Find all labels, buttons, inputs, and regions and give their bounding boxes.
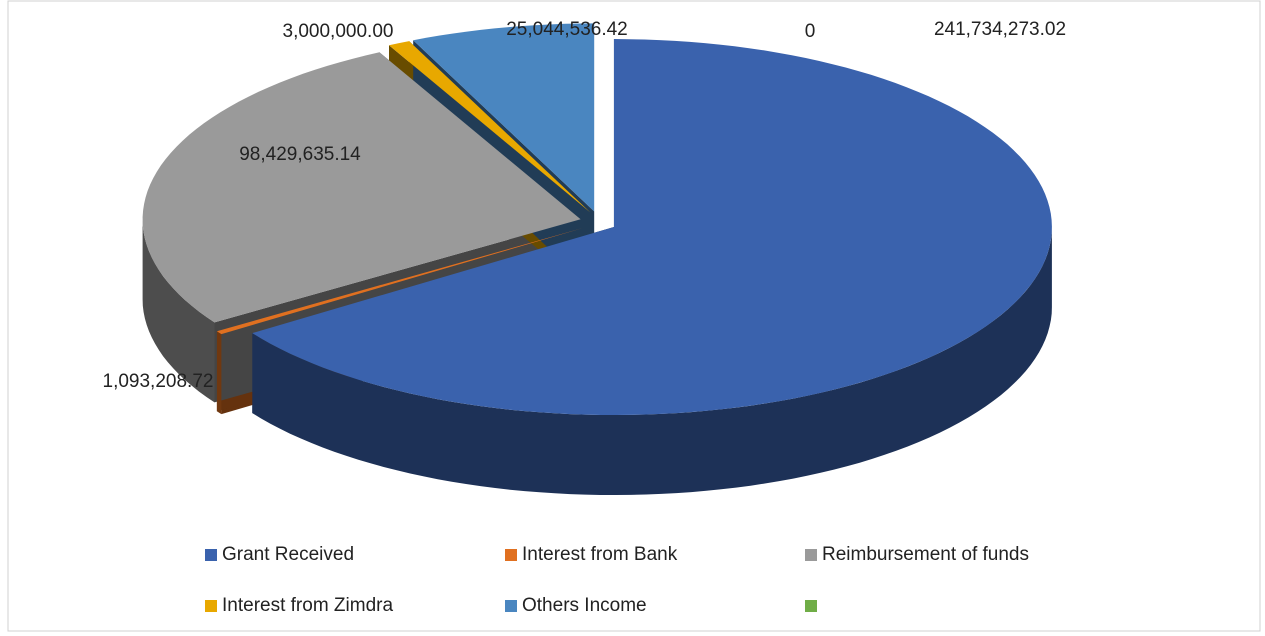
slice: [413, 23, 595, 212]
legend-label: Interest from Zimdra: [222, 595, 393, 616]
slice: [216, 228, 583, 335]
legend-swatch: [505, 600, 517, 612]
data-label: 1,093,208.72: [103, 371, 214, 392]
data-label: 3,000,000.00: [283, 21, 394, 42]
legend-swatch: [205, 549, 217, 561]
slice: [252, 39, 1052, 415]
legend-swatch: [805, 549, 817, 561]
legend-label: Interest from Bank: [522, 544, 678, 565]
legend-label: Grant Received: [222, 544, 354, 565]
slice-side: [252, 227, 1052, 495]
data-label: 241,734,273.02: [934, 19, 1066, 40]
slice-side: [216, 331, 222, 415]
legend-label: Reimbursement of funds: [822, 544, 1029, 565]
slice-side: [142, 219, 215, 403]
legend-swatch: [205, 600, 217, 612]
data-label: 98,429,635.14: [239, 144, 361, 165]
data-label: 0: [805, 21, 816, 42]
legend-swatch: [805, 600, 817, 612]
legend-label: Others Income: [522, 595, 647, 616]
slice: [142, 52, 581, 323]
data-label: 25,044,536.42: [506, 19, 628, 40]
legend-swatch: [505, 549, 517, 561]
slice: [389, 41, 591, 213]
